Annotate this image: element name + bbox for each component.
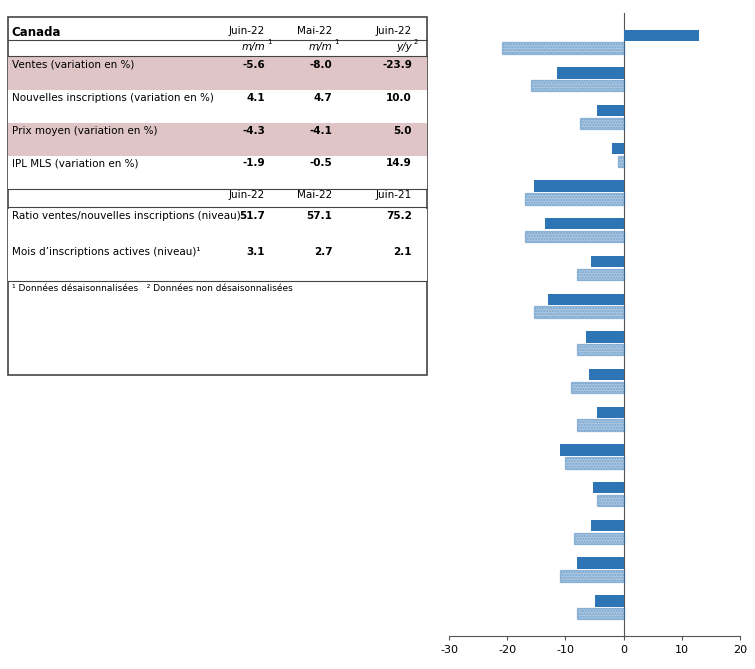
Bar: [534, 306, 624, 318]
Text: 4.7: 4.7: [313, 92, 332, 102]
Text: Mai-22: Mai-22: [297, 190, 332, 200]
Bar: [577, 344, 624, 355]
Text: -0.5: -0.5: [310, 159, 332, 169]
Bar: [612, 142, 624, 154]
Bar: [577, 269, 624, 280]
Text: Juin-22: Juin-22: [229, 25, 265, 35]
Bar: [559, 444, 624, 456]
Bar: [593, 482, 624, 494]
Text: Juin-22: Juin-22: [376, 25, 412, 35]
Text: 57.1: 57.1: [307, 211, 332, 221]
Bar: [545, 218, 624, 229]
Bar: [8, 245, 427, 281]
Bar: [597, 105, 624, 116]
Text: Juin-21: Juin-21: [376, 190, 412, 200]
Bar: [618, 155, 624, 167]
Bar: [572, 382, 624, 393]
Bar: [8, 156, 427, 189]
Bar: [525, 231, 624, 242]
Bar: [586, 331, 624, 343]
Bar: [575, 533, 624, 544]
Text: ¹ Données désaisonnalisées   ² Données non désaisonnalisées: ¹ Données désaisonnalisées ² Données non…: [12, 284, 292, 294]
Text: 3.1: 3.1: [247, 247, 265, 257]
Bar: [8, 209, 427, 245]
Text: 2: 2: [414, 39, 418, 45]
Text: Ratio ventes/nouvelles inscriptions (niveau)¹: Ratio ventes/nouvelles inscriptions (niv…: [12, 211, 245, 221]
Bar: [559, 570, 624, 581]
Text: -23.9: -23.9: [382, 60, 412, 70]
Bar: [577, 557, 624, 569]
Bar: [624, 29, 699, 41]
Bar: [577, 419, 624, 431]
Bar: [8, 57, 427, 90]
Bar: [501, 42, 624, 54]
Text: y/y: y/y: [396, 41, 412, 52]
Text: -5.6: -5.6: [242, 60, 265, 70]
Text: 2.1: 2.1: [393, 247, 412, 257]
FancyBboxPatch shape: [8, 17, 427, 375]
Bar: [589, 369, 624, 380]
Bar: [525, 193, 624, 205]
Text: 2.7: 2.7: [313, 247, 332, 257]
Bar: [597, 495, 624, 506]
Text: 51.7: 51.7: [239, 211, 265, 221]
Bar: [591, 256, 624, 267]
Bar: [591, 520, 624, 531]
Text: -4.1: -4.1: [310, 126, 332, 136]
Text: Mai-22: Mai-22: [297, 25, 332, 35]
Bar: [8, 122, 427, 156]
Text: -8.0: -8.0: [310, 60, 332, 70]
Text: m/m: m/m: [242, 41, 265, 52]
Bar: [595, 595, 624, 607]
Text: Nouvelles inscriptions (variation en %): Nouvelles inscriptions (variation en %): [12, 92, 214, 102]
Text: 4.1: 4.1: [247, 92, 265, 102]
Text: -4.3: -4.3: [242, 126, 265, 136]
Bar: [577, 608, 624, 619]
Bar: [565, 457, 624, 468]
Text: 75.2: 75.2: [386, 211, 412, 221]
Bar: [8, 90, 427, 122]
Bar: [531, 80, 624, 92]
Bar: [580, 118, 624, 129]
Text: 14.9: 14.9: [386, 159, 412, 169]
Text: Canada: Canada: [12, 25, 61, 39]
Text: Ventes (variation en %): Ventes (variation en %): [12, 60, 134, 70]
Text: -1.9: -1.9: [242, 159, 265, 169]
Bar: [548, 294, 624, 305]
Text: 1: 1: [334, 39, 339, 45]
Text: IPL MLS (variation en %): IPL MLS (variation en %): [12, 159, 138, 169]
Text: Juin-22: Juin-22: [229, 190, 265, 200]
Text: 5.0: 5.0: [393, 126, 412, 136]
Bar: [597, 407, 624, 418]
Text: m/m: m/m: [309, 41, 332, 52]
Text: Prix moyen (variation en %): Prix moyen (variation en %): [12, 126, 157, 136]
Text: 10.0: 10.0: [386, 92, 412, 102]
Text: 1: 1: [267, 39, 272, 45]
Bar: [534, 181, 624, 192]
Bar: [556, 68, 624, 79]
Text: Mois d’inscriptions actives (niveau)¹: Mois d’inscriptions actives (niveau)¹: [12, 247, 200, 257]
